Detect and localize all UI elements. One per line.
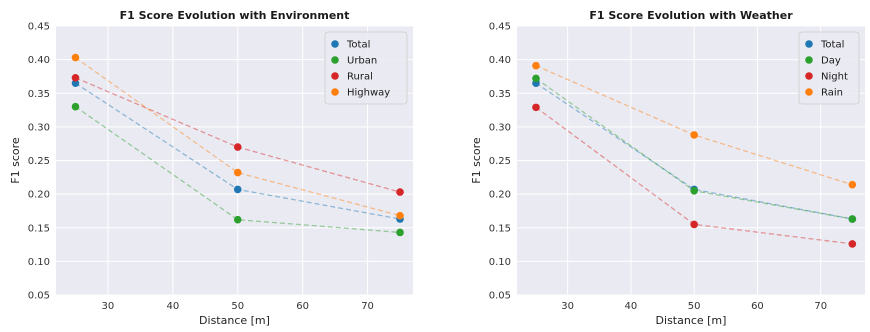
y-tick-label: 0.45 — [28, 22, 50, 33]
chart-title: F1 Score Evolution with Weather — [589, 9, 793, 22]
y-axis-label: F1 score — [470, 137, 483, 184]
data-point-rain — [690, 131, 698, 139]
legend-label: Urban — [347, 56, 377, 67]
x-axis-label: Distance [m] — [199, 314, 270, 327]
x-axis-label: Distance [m] — [656, 314, 727, 327]
chart-2: 0.05 0.10 0.15 0.20 0.25 0.30 0.35 0.40 0.45 30 40… — [470, 9, 865, 327]
y-tick-label: 0.40 — [489, 55, 511, 66]
y-tick-label: 0.05 — [489, 291, 511, 302]
legend-label: Day — [821, 56, 841, 67]
legend-box — [798, 31, 860, 105]
data-point-night — [848, 240, 857, 248]
series-line-urban — [75, 106, 401, 234]
y-tick-label: 0.25 — [28, 156, 50, 167]
data-point-rural — [71, 73, 80, 82]
chart-title: F1 Score Evolution with Environment — [120, 9, 350, 22]
data-point-day — [848, 215, 857, 223]
x-tick-label: 60 — [751, 301, 764, 312]
data-point-highway — [233, 168, 242, 177]
y-tick-label: 0.30 — [28, 122, 50, 133]
y-tick-label: 0.10 — [28, 257, 50, 268]
legend-box — [324, 31, 408, 105]
data-point-urban — [396, 228, 404, 237]
y-tick-label: 0.35 — [489, 89, 511, 100]
y-tick-label: 0.10 — [489, 257, 511, 268]
data-point-total — [233, 185, 242, 194]
y-tick-label: 0.30 — [489, 122, 511, 133]
data-point-urban — [71, 102, 80, 111]
legend-marker — [331, 56, 339, 64]
data-point-night — [532, 103, 540, 112]
y-tick-label: 0.05 — [28, 291, 50, 302]
legend-marker — [331, 72, 339, 80]
y-tick-label: 0.35 — [28, 89, 50, 100]
y-tick-label: 0.20 — [28, 190, 50, 201]
legend-marker — [805, 40, 813, 48]
y-tick-label: 0.45 — [489, 22, 511, 33]
chart-1: 0.05 0.10 0.15 0.20 0.25 0.30 0.35 0.40 0.45 30 40… — [9, 9, 413, 327]
data-point-day — [690, 186, 698, 195]
legend-marker — [805, 72, 813, 80]
data-point-rain — [532, 61, 540, 70]
series-line-highway — [75, 57, 401, 217]
legend-label: Highway — [347, 88, 390, 99]
legend-label: Rural — [347, 72, 373, 83]
data-point-highway — [396, 211, 404, 220]
data-point-urban — [233, 215, 242, 224]
data-point-day — [532, 74, 540, 83]
legend-label: Night — [821, 72, 848, 83]
legend-marker — [331, 40, 339, 48]
x-tick-label: 30 — [561, 301, 574, 312]
x-tick-label: 50 — [231, 301, 244, 312]
y-tick-label: 0.25 — [489, 156, 511, 167]
y-tick-label: 0.40 — [28, 55, 50, 66]
x-tick-label: 50 — [688, 301, 701, 312]
y-axis-label: F1 score — [9, 137, 22, 184]
x-tick-label: 40 — [166, 301, 179, 312]
y-tick-label: 0.15 — [489, 223, 511, 234]
data-point-rural — [233, 143, 242, 151]
x-tick-label: 70 — [814, 301, 827, 312]
y-tick-label: 0.20 — [489, 190, 511, 201]
data-point-rural — [396, 188, 404, 196]
legend-label: Rain — [821, 88, 843, 99]
data-point-total — [71, 79, 80, 87]
x-tick-label: 30 — [102, 301, 115, 312]
x-tick-label: 40 — [625, 301, 638, 312]
y-tick-label: 0.15 — [28, 223, 50, 234]
x-tick-label: 70 — [361, 301, 374, 312]
legend-label: Total — [346, 40, 370, 51]
legend-marker — [805, 56, 813, 64]
legend-marker — [805, 88, 813, 96]
x-tick-label: 60 — [296, 301, 309, 312]
data-point-rain — [848, 180, 857, 189]
data-point-highway — [71, 53, 80, 62]
data-point-night — [690, 220, 698, 229]
legend-marker — [331, 88, 339, 96]
legend-label: Total — [820, 40, 844, 51]
series-line-total — [535, 82, 853, 220]
